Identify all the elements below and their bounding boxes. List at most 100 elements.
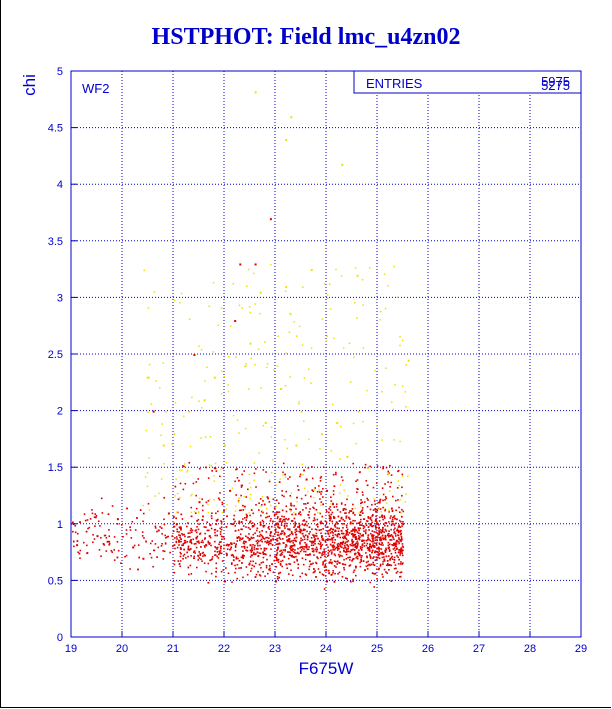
data-point (293, 517, 296, 520)
data-point (319, 448, 321, 450)
data-point (213, 499, 215, 501)
data-point (331, 551, 333, 553)
data-point (246, 285, 248, 288)
data-point (278, 520, 281, 523)
data-point (333, 337, 335, 340)
data-point (384, 538, 387, 541)
data-point (113, 536, 116, 538)
data-point (220, 526, 223, 528)
data-point (378, 548, 380, 550)
data-point (366, 520, 368, 522)
data-point (321, 538, 324, 541)
data-point (381, 542, 383, 544)
data-point (398, 538, 400, 540)
data-point (276, 517, 279, 520)
data-point (184, 557, 187, 559)
data-point (327, 554, 330, 556)
data-point (375, 523, 377, 525)
data-point (388, 509, 390, 512)
data-point (108, 542, 111, 545)
data-point (238, 432, 240, 434)
data-point (378, 531, 381, 534)
data-point (298, 524, 301, 527)
data-point (378, 567, 380, 570)
data-point (304, 553, 307, 556)
data-point (281, 551, 284, 554)
data-point (281, 490, 283, 492)
data-point (354, 545, 357, 547)
data-point (200, 349, 203, 351)
data-point (290, 116, 293, 119)
data-point (242, 542, 245, 544)
data-point (232, 518, 235, 521)
data-point (334, 530, 337, 532)
data-point (406, 475, 409, 477)
data-point (374, 525, 377, 527)
data-point (304, 528, 306, 531)
data-point (253, 548, 256, 551)
data-point (311, 542, 313, 544)
data-point (314, 538, 316, 541)
data-point (360, 548, 363, 551)
data-point (364, 463, 367, 466)
data-point (313, 568, 315, 570)
data-point (381, 439, 383, 441)
data-point (188, 573, 190, 576)
data-point (326, 297, 329, 300)
data-point (100, 497, 103, 500)
data-point (381, 487, 384, 489)
data-point (379, 565, 382, 567)
data-point (214, 462, 217, 465)
data-point (331, 545, 334, 547)
data-point (394, 549, 397, 552)
data-point (182, 488, 185, 491)
data-point (150, 556, 153, 559)
data-point (294, 549, 296, 551)
data-point (279, 550, 281, 553)
data-point (146, 472, 149, 474)
data-point (391, 507, 393, 510)
data-point (324, 540, 327, 543)
data-point (318, 491, 321, 493)
data-point (324, 564, 327, 566)
data-point (392, 523, 395, 525)
data-point (183, 463, 186, 465)
data-point (375, 482, 378, 484)
data-point (371, 540, 373, 543)
data-point (378, 533, 380, 536)
data-point (223, 537, 226, 540)
data-point (288, 539, 290, 541)
data-point (193, 555, 196, 558)
data-point (354, 533, 357, 536)
data-point (238, 522, 240, 525)
data-point (399, 575, 401, 578)
data-point (187, 522, 189, 524)
data-point (242, 525, 245, 527)
data-point (72, 530, 74, 533)
data-point (248, 268, 250, 271)
data-point (357, 488, 359, 491)
data-point (374, 508, 377, 511)
data-point (299, 511, 301, 513)
data-point (207, 503, 209, 506)
data-point (315, 562, 318, 565)
data-point (214, 546, 216, 548)
data-point (182, 534, 184, 536)
data-point (330, 528, 332, 530)
data-point (321, 552, 323, 555)
data-point (388, 548, 391, 551)
data-point (351, 538, 353, 541)
data-point (395, 499, 397, 502)
data-point (265, 516, 267, 519)
data-point (296, 526, 299, 528)
data-point (311, 466, 313, 468)
data-point (276, 537, 279, 540)
data-point (178, 531, 180, 533)
data-point (323, 553, 325, 556)
data-point (214, 528, 217, 531)
data-point (301, 463, 304, 466)
data-point (287, 478, 289, 480)
data-point (379, 318, 381, 321)
data-point (340, 530, 343, 532)
data-point (187, 548, 189, 551)
